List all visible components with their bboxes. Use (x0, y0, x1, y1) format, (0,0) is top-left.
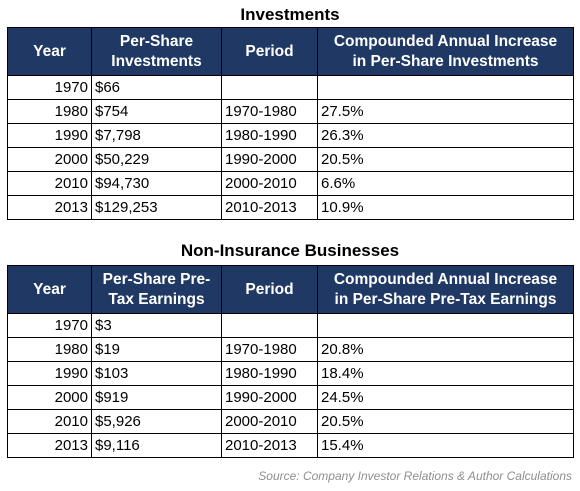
year-cell: 1990 (7, 361, 92, 386)
compounded-increase-header: Compounded Annual Increase in Per-Share I… (317, 27, 574, 76)
table-row: 2013 $129,253 2010-2013 10.9% (7, 195, 574, 220)
per-share-pretax-earnings-header: Per-Share Pre- Tax Earnings (91, 265, 222, 314)
year-cell: 1970 (7, 75, 92, 100)
value-cell: $19 (91, 337, 222, 362)
period-cell (221, 75, 318, 100)
table-header-row: Year Per-Share Investments Period Compoun… (7, 27, 574, 76)
rate-cell (317, 75, 574, 100)
year-cell: 2013 (7, 195, 92, 220)
year-header: Year (7, 265, 92, 314)
table-row: 2010 $94,730 2000-2010 6.6% (7, 171, 574, 196)
rate-cell: 10.9% (317, 195, 574, 220)
source-note: Source: Company Investor Relations & Aut… (258, 469, 572, 483)
value-cell: $50,229 (91, 147, 222, 172)
header-line: Compounded Annual Increase (333, 32, 558, 50)
rate-cell: 6.6% (317, 171, 574, 196)
value-cell: $919 (91, 385, 222, 410)
value-cell: $5,926 (91, 409, 222, 434)
table-row: 2010 $5,926 2000-2010 20.5% (7, 409, 574, 434)
period-cell: 1970-1980 (221, 337, 318, 362)
header-line: Investments (111, 52, 202, 70)
rate-cell: 20.5% (317, 409, 574, 434)
year-cell: 1970 (7, 313, 92, 338)
rate-cell: 20.5% (317, 147, 574, 172)
period-cell: 2000-2010 (221, 171, 318, 196)
period-cell: 1970-1980 (221, 99, 318, 124)
period-header: Period (221, 27, 318, 76)
investments-table: Year Per-Share Investments Period Compoun… (7, 27, 574, 220)
value-cell: $9,116 (91, 433, 222, 458)
non-insurance-table: Year Per-Share Pre- Tax Earnings Period C… (7, 265, 574, 458)
compounded-increase-header: Compounded Annual Increase in Per-Share P… (317, 265, 574, 314)
table-row: 2000 $50,229 1990-2000 20.5% (7, 147, 574, 172)
header-line: Tax Earnings (108, 290, 205, 308)
year-cell: 2010 (7, 409, 92, 434)
table-header-row: Year Per-Share Pre- Tax Earnings Period C… (7, 265, 574, 314)
value-cell: $3 (91, 313, 222, 338)
value-cell: $754 (91, 99, 222, 124)
rate-cell (317, 313, 574, 338)
header-line: Per-Share Pre- (102, 270, 211, 288)
rate-cell: 27.5% (317, 99, 574, 124)
rate-cell: 24.5% (317, 385, 574, 410)
year-cell: 2013 (7, 433, 92, 458)
year-cell: 1980 (7, 337, 92, 362)
table-row: 2013 $9,116 2010-2013 15.4% (7, 433, 574, 458)
period-cell: 1980-1990 (221, 123, 318, 148)
period-cell: 2010-2013 (221, 433, 318, 458)
year-header: Year (7, 27, 92, 76)
header-line: in Per-Share Investments (352, 52, 539, 70)
value-cell: $94,730 (91, 171, 222, 196)
table-row: 1970 $3 (7, 313, 574, 338)
period-cell: 1990-2000 (221, 385, 318, 410)
period-cell: 1990-2000 (221, 147, 318, 172)
table-row: 1990 $103 1980-1990 18.4% (7, 361, 574, 386)
rate-cell: 20.8% (317, 337, 574, 362)
non-insurance-title: Non-Insurance Businesses (180, 241, 400, 260)
rate-cell: 26.3% (317, 123, 574, 148)
year-cell: 2010 (7, 171, 92, 196)
table-row: 2000 $919 1990-2000 24.5% (7, 385, 574, 410)
table-row: 1970 $66 (7, 75, 574, 100)
table-row: 1990 $7,798 1980-1990 26.3% (7, 123, 574, 148)
rate-cell: 18.4% (317, 361, 574, 386)
header-line: in Per-Share Pre-Tax Earnings (334, 290, 557, 308)
value-cell: $66 (91, 75, 222, 100)
rate-cell: 15.4% (317, 433, 574, 458)
period-cell (221, 313, 318, 338)
value-cell: $129,253 (91, 195, 222, 220)
header-line: Compounded Annual Increase (333, 270, 558, 288)
value-cell: $7,798 (91, 123, 222, 148)
investments-title: Investments (240, 5, 340, 24)
period-cell: 1980-1990 (221, 361, 318, 386)
per-share-investments-header: Per-Share Investments (91, 27, 222, 76)
period-header: Period (221, 265, 318, 314)
year-cell: 2000 (7, 385, 92, 410)
year-cell: 2000 (7, 147, 92, 172)
year-cell: 1980 (7, 99, 92, 124)
period-cell: 2010-2013 (221, 195, 318, 220)
period-cell: 2000-2010 (221, 409, 318, 434)
year-cell: 1990 (7, 123, 92, 148)
table-row: 1980 $754 1970-1980 27.5% (7, 99, 574, 124)
table-row: 1980 $19 1970-1980 20.8% (7, 337, 574, 362)
value-cell: $103 (91, 361, 222, 386)
header-line: Per-Share (119, 32, 194, 50)
